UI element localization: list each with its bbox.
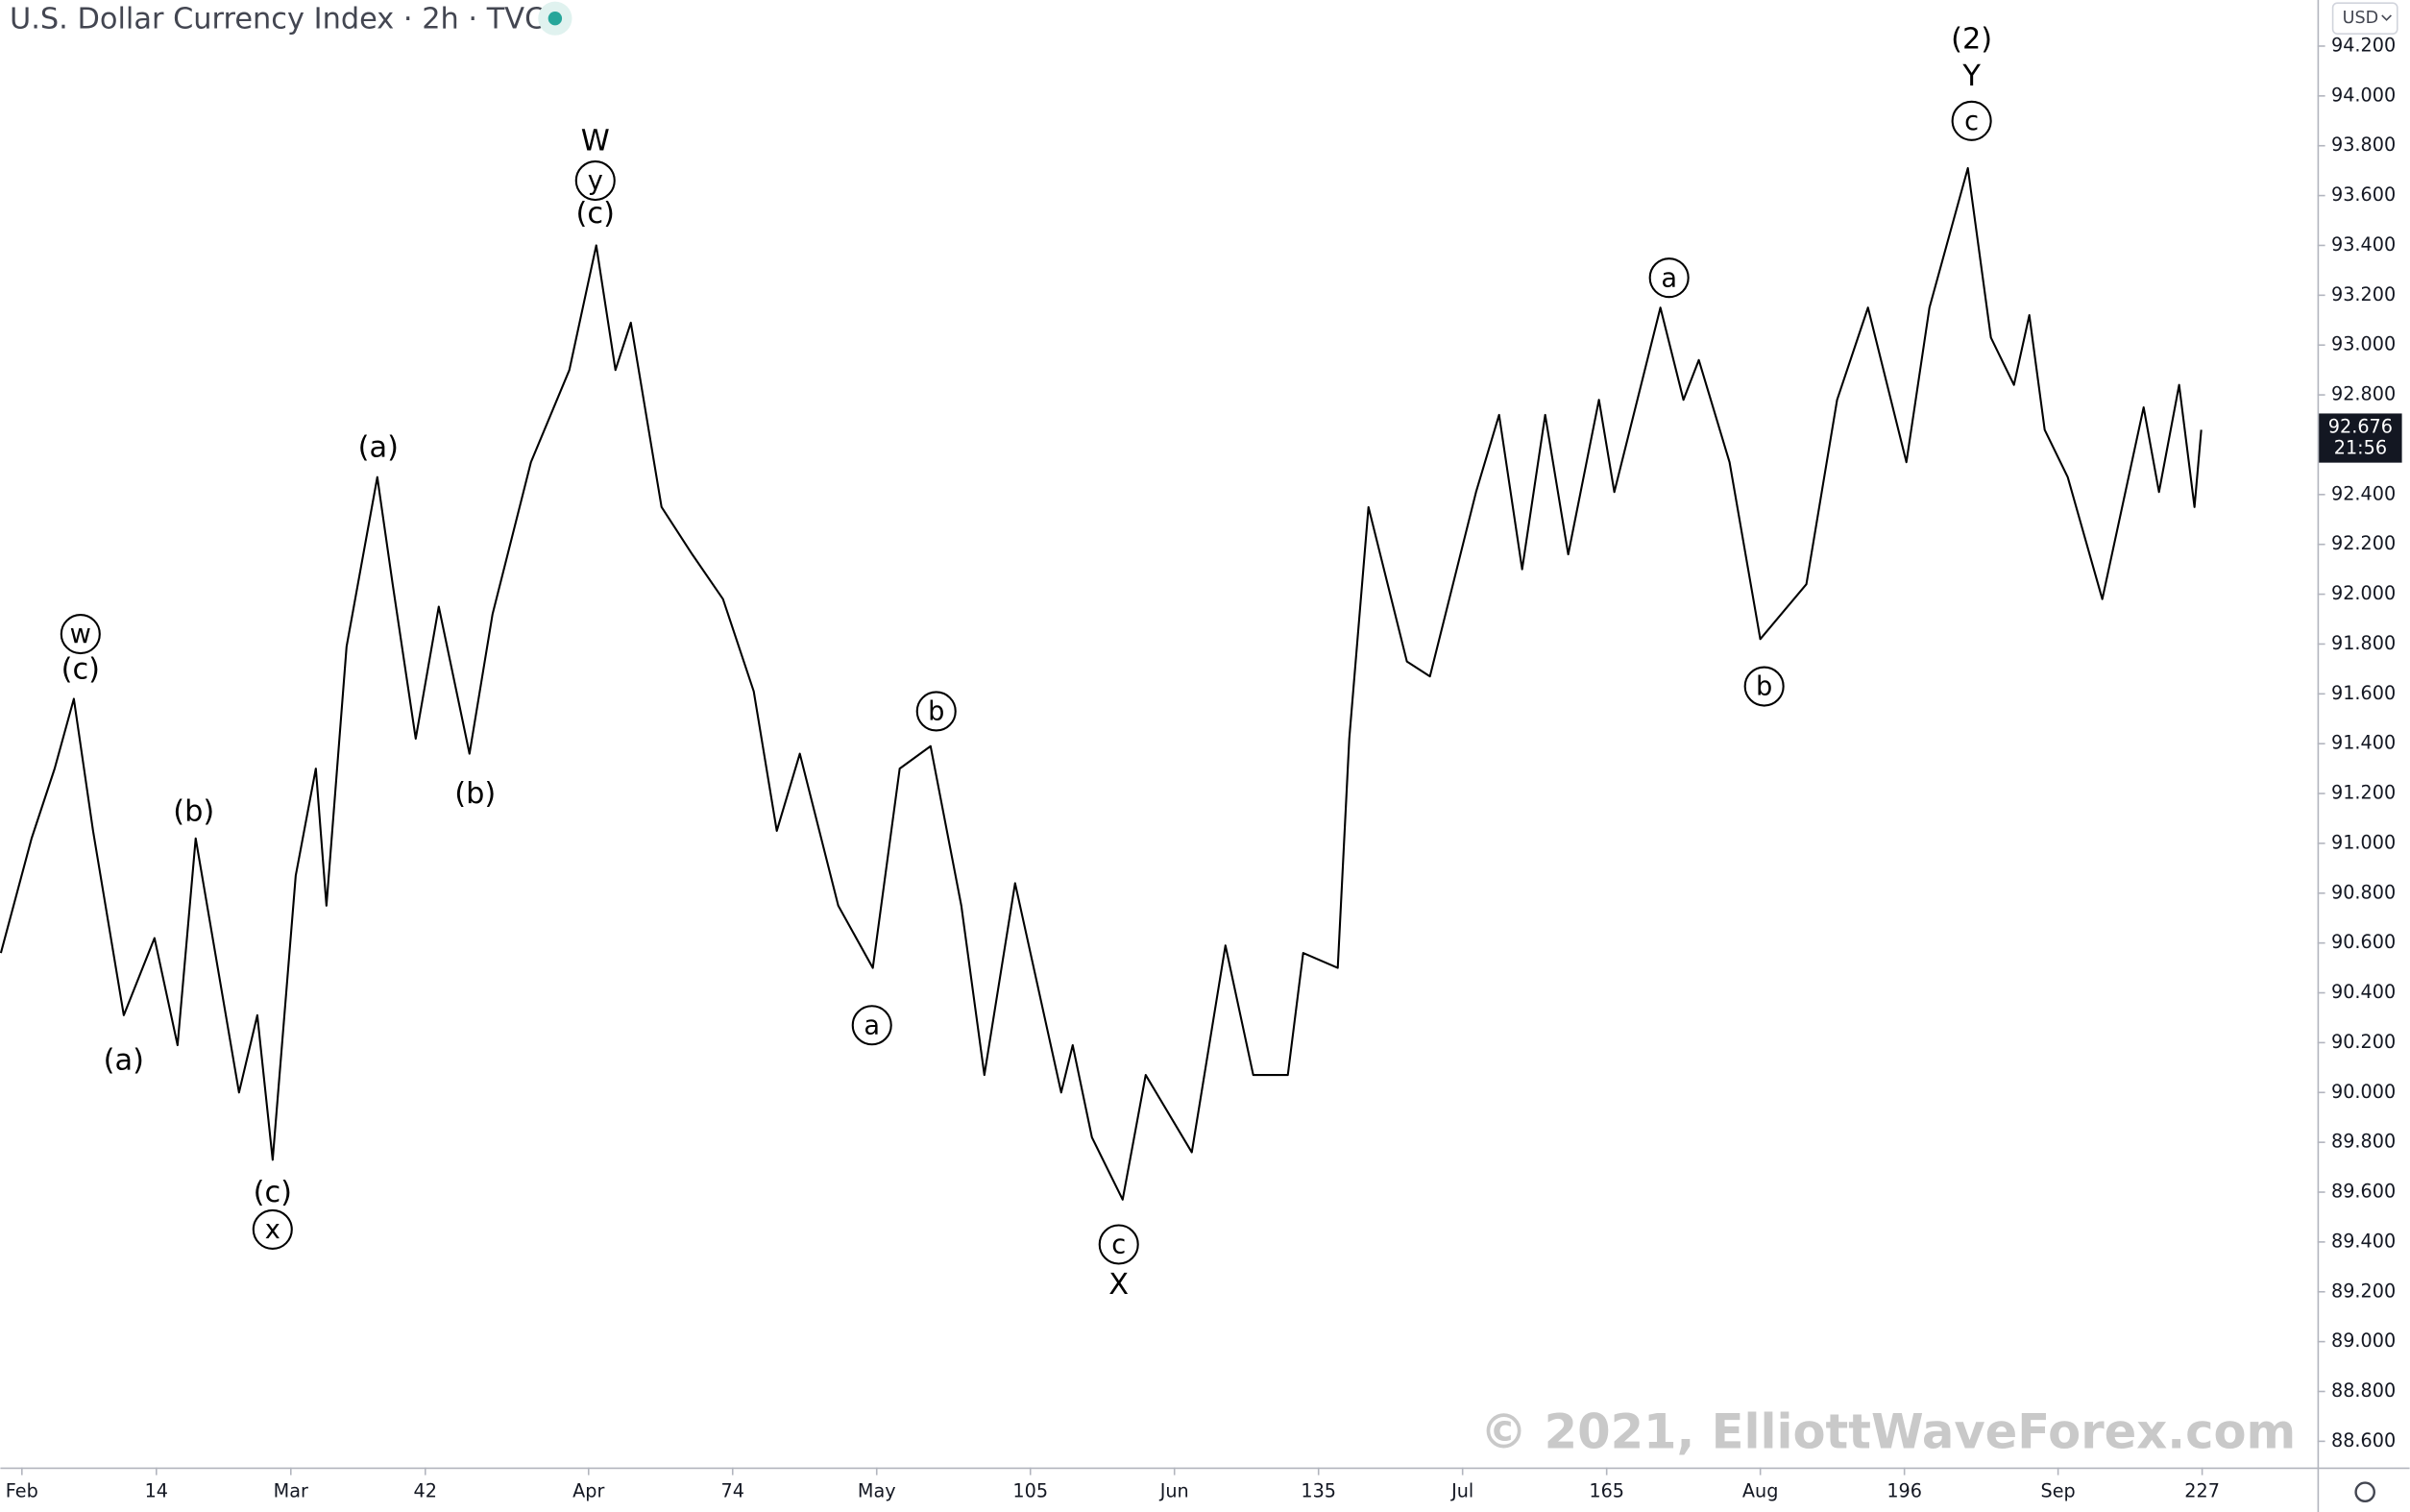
y-tick-label: 93.200 <box>2331 283 2396 305</box>
y-tick-label: 91.200 <box>2331 782 2396 804</box>
wave-label: b <box>1756 672 1772 702</box>
last-price-badge <box>2319 413 2402 463</box>
x-tick-label: 74 <box>721 1480 744 1502</box>
y-tick-label: 92.200 <box>2331 532 2396 554</box>
wave-label: c <box>1964 107 1979 136</box>
y-tick-label: 93.400 <box>2331 233 2396 256</box>
wave-label-circle <box>1098 1224 1139 1265</box>
wave-label-circle <box>1743 666 1785 707</box>
settings-gear <box>2354 1481 2375 1503</box>
price-line <box>0 166 2203 1201</box>
y-tick-label: 90.000 <box>2331 1081 2396 1103</box>
y-tick-label: 92.400 <box>2331 482 2396 504</box>
x-tick-label: 135 <box>1301 1480 1336 1502</box>
chart-title: U.S. Dollar Currency Index · 2h · TVC <box>10 2 545 36</box>
x-tick-label: Jun <box>1159 1480 1189 1502</box>
currency-caret <box>2381 14 2392 21</box>
wave-label-circle <box>915 691 957 732</box>
x-tick-label: 42 <box>414 1480 437 1502</box>
y-tick-label: 89.800 <box>2331 1131 2396 1153</box>
x-tick-label: 105 <box>1012 1480 1048 1502</box>
wave-label: (b) <box>454 777 496 811</box>
wave-label: c <box>1111 1231 1126 1260</box>
y-tick-label: 89.600 <box>2331 1181 2396 1203</box>
y-tick-label: 89.000 <box>2331 1329 2396 1352</box>
x-tick-label: Feb <box>6 1480 38 1502</box>
y-tick-label: 91.000 <box>2331 831 2396 853</box>
y-tick-label: 92.800 <box>2331 383 2396 405</box>
y-tick-label: 93.000 <box>2331 333 2396 355</box>
x-tick-label: 196 <box>1887 1480 1922 1502</box>
wave-label: (b) <box>173 794 214 828</box>
wave-label: (a) <box>104 1044 144 1078</box>
y-tick-label: 92.000 <box>2331 582 2396 604</box>
y-tick-label: 90.200 <box>2331 1031 2396 1053</box>
status-dot <box>548 11 563 26</box>
wave-label: W <box>581 125 610 159</box>
wave-label-circle <box>252 1208 293 1250</box>
wave-label-circle <box>60 614 101 655</box>
wave-label: Y <box>1961 60 1981 93</box>
x-tick-label: 14 <box>145 1480 168 1502</box>
watermark: © 2021, ElliottWaveForex.com <box>1480 1404 2296 1460</box>
x-tick-label: Sep <box>2041 1480 2076 1502</box>
y-tick-label: 88.600 <box>2331 1429 2396 1451</box>
x-tick-label: May <box>858 1480 896 1502</box>
y-tick-label: 94.200 <box>2331 34 2396 56</box>
currency-label: USD <box>2343 9 2379 28</box>
y-tick-label: 91.800 <box>2331 632 2396 654</box>
wave-label: w <box>70 620 91 649</box>
x-tick-label: Aug <box>1742 1480 1778 1502</box>
wave-label: (a) <box>358 431 399 465</box>
y-tick-label: 89.200 <box>2331 1280 2396 1302</box>
wave-label: (2) <box>1951 22 1992 56</box>
y-tick-label: 94.000 <box>2331 84 2396 106</box>
wave-label-circle <box>851 1005 892 1046</box>
wave-label: (c) <box>61 652 100 686</box>
x-tick-label: Apr <box>572 1480 604 1502</box>
wave-label: (c) <box>254 1176 292 1209</box>
wave-label: b <box>928 697 944 727</box>
wave-label: (c) <box>576 197 615 231</box>
wave-label-circle <box>1648 257 1690 299</box>
wave-label: X <box>1108 1268 1129 1302</box>
x-tick-label: 227 <box>2184 1480 2220 1502</box>
wave-label: x <box>265 1215 280 1245</box>
wave-label: a <box>1661 263 1677 293</box>
y-tick-label: 90.600 <box>2331 931 2396 953</box>
y-tick-label: 91.600 <box>2331 682 2396 704</box>
settings-icon[interactable] <box>2354 1481 2375 1503</box>
wave-label-circle <box>1951 100 1992 141</box>
currency-button[interactable] <box>2331 2 2398 35</box>
y-tick-label: 89.400 <box>2331 1230 2396 1252</box>
y-tick-label: 88.800 <box>2331 1379 2396 1402</box>
x-tick-label: Mar <box>274 1480 308 1502</box>
x-tick-label: 165 <box>1589 1480 1624 1502</box>
x-tick-label: Jul <box>1450 1480 1473 1502</box>
wave-label: y <box>588 166 603 196</box>
y-tick-label: 91.400 <box>2331 732 2396 754</box>
y-tick-label: 90.400 <box>2331 981 2396 1003</box>
wave-label: a <box>864 1011 880 1040</box>
countdown-label: 21:56 <box>2334 437 2387 459</box>
wave-label-circle <box>574 159 616 202</box>
y-tick-label: 93.800 <box>2331 134 2396 156</box>
y-tick-label: 93.600 <box>2331 183 2396 206</box>
y-tick-label: 90.800 <box>2331 881 2396 903</box>
last-price-label: 92.676 <box>2328 415 2393 437</box>
